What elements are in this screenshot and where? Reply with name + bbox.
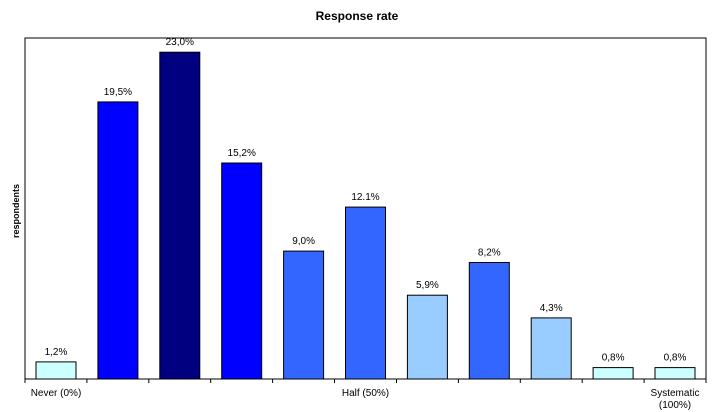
bar-5 xyxy=(283,250,325,380)
bar-2 xyxy=(97,101,139,380)
y-axis-label: respondents xyxy=(11,184,21,238)
data-label-1: 1,2% xyxy=(45,347,68,358)
x-ticks-group xyxy=(24,379,707,383)
x-tick-label-1: Never (0%) xyxy=(31,388,82,399)
bars-group xyxy=(35,51,696,380)
data-label-2: 19,5% xyxy=(104,87,132,98)
bar-3 xyxy=(159,51,201,380)
bar-11 xyxy=(654,367,696,380)
bar-1 xyxy=(35,361,77,380)
data-label-6: 12.1% xyxy=(351,192,379,203)
bar-8 xyxy=(468,262,510,380)
data-label-10: 0,8% xyxy=(602,353,625,364)
data-label-9: 4,3% xyxy=(540,303,563,314)
chart-title: Response rate xyxy=(316,9,399,23)
data-label-11: 0,8% xyxy=(664,353,687,364)
x-tick-label-11: Systematic (100%) xyxy=(651,388,700,411)
bar-7 xyxy=(406,294,448,380)
bar-6 xyxy=(345,206,386,380)
data-label-3: 23,0% xyxy=(166,37,194,48)
bar-9 xyxy=(530,317,572,380)
x-tick-label-6: Half (50%) xyxy=(342,388,389,399)
x-tick-labels-group: Never (0%) Half (50%) Systematic (100%) xyxy=(31,388,700,411)
bar-4 xyxy=(221,162,263,380)
data-label-4: 15,2% xyxy=(228,148,256,159)
data-label-7: 5,9% xyxy=(416,280,439,291)
data-label-5: 9,0% xyxy=(292,236,315,247)
data-labels-group: 1,2% 19,5% 23,0% 15,2% 9,0% 12.1% 5,9% 8,2% 4,3%… xyxy=(45,37,687,363)
data-label-8: 8,2% xyxy=(478,248,501,259)
bar-10 xyxy=(592,367,634,380)
